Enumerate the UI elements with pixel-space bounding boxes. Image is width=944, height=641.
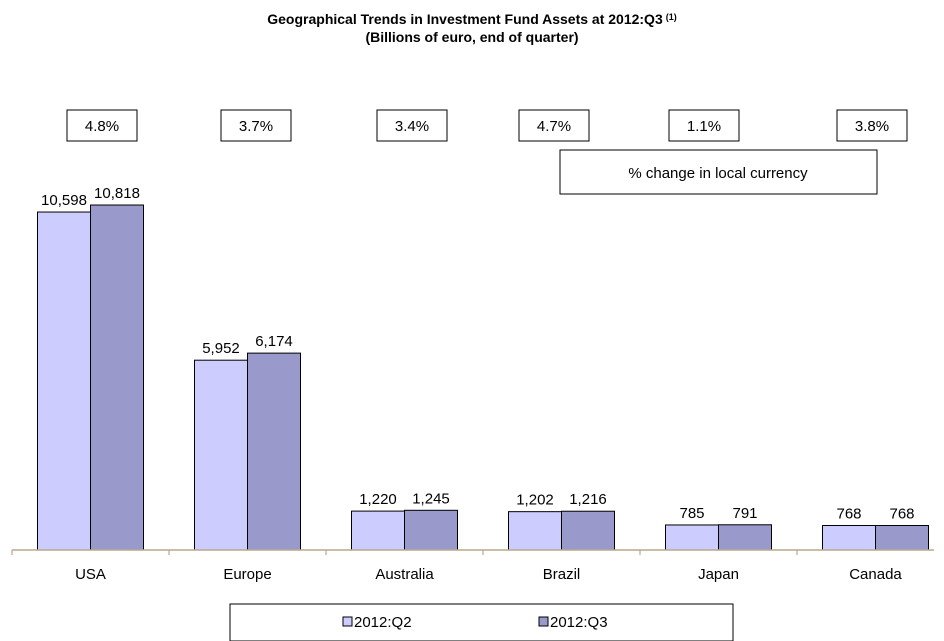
pct-change-layer: 4.8% 3.7% 3.4% 4.7% 1.1% 3.8% bbox=[66, 109, 908, 142]
chart-title-footnote: (1) bbox=[666, 12, 677, 22]
value-label-europe-2012-q2: 5,952 bbox=[202, 340, 240, 357]
value-label-australia-2012-q3: 1,245 bbox=[412, 490, 450, 507]
pct-change-note-box bbox=[559, 149, 878, 195]
legend-swatch-2012-q3 bbox=[538, 616, 549, 627]
value-label-usa-2012-q3: 10,818 bbox=[94, 185, 140, 202]
legend-swatch-2012-q2 bbox=[342, 616, 353, 627]
legend-label-2012-q2: 2012:Q2 bbox=[354, 614, 412, 631]
category-label-brazil: Brazil bbox=[543, 566, 581, 583]
bars-layer bbox=[37, 204, 929, 551]
value-label-europe-2012-q3: 6,174 bbox=[255, 333, 293, 350]
category-label-europe: Europe bbox=[223, 566, 271, 583]
value-label-brazil-2012-q2: 1,202 bbox=[516, 492, 554, 509]
bar-brazil-2012-q2 bbox=[508, 511, 562, 551]
pct-change-note-label: % change in local currency bbox=[628, 165, 808, 182]
pct-change-note: % change in local currency bbox=[559, 149, 878, 195]
category-label-australia: Australia bbox=[375, 566, 434, 583]
pct-change-box-europe bbox=[220, 109, 292, 142]
value-label-australia-2012-q2: 1,220 bbox=[359, 491, 397, 508]
pct-change-box-canada bbox=[836, 109, 908, 142]
value-label-brazil-2012-q3: 1,216 bbox=[569, 491, 607, 508]
bar-australia-2012-q2 bbox=[351, 510, 405, 551]
bar-usa-2012-q3 bbox=[90, 204, 144, 551]
pct-change-japan: 1.1% bbox=[687, 118, 721, 135]
x-axis-ticks bbox=[11, 550, 798, 555]
category-labels-layer: USA Europe Australia Brazil Japan Canada bbox=[75, 566, 902, 583]
pct-change-box-australia bbox=[376, 109, 448, 142]
bar-canada-2012-q2 bbox=[822, 525, 876, 551]
value-label-japan-2012-q2: 785 bbox=[679, 505, 704, 522]
pct-change-box-brazil bbox=[518, 109, 590, 142]
bar-europe-2012-q2 bbox=[194, 359, 248, 551]
category-label-canada: Canada bbox=[849, 566, 902, 583]
value-labels-layer: 10,598 10,818 5,952 6,174 1,220 1,245 1,202 1,2… bbox=[41, 185, 914, 522]
pct-change-canada: 3.8% bbox=[855, 118, 889, 135]
bar-brazil-2012-q3 bbox=[561, 510, 615, 551]
pct-change-europe: 3.7% bbox=[239, 118, 273, 135]
value-label-canada-2012-q3: 768 bbox=[889, 506, 914, 523]
chart-subtitle: (Billions of euro, end of quarter) bbox=[365, 29, 578, 45]
value-label-canada-2012-q2: 768 bbox=[836, 506, 861, 523]
bar-australia-2012-q3 bbox=[404, 509, 458, 551]
legend-label-2012-q3: 2012:Q3 bbox=[550, 614, 608, 631]
bar-japan-2012-q2 bbox=[665, 524, 719, 551]
legend: 2012:Q2 2012:Q3 bbox=[229, 603, 734, 641]
bar-canada-2012-q3 bbox=[875, 525, 929, 551]
bar-usa-2012-q2 bbox=[37, 211, 91, 551]
value-label-usa-2012-q2: 10,598 bbox=[41, 192, 87, 209]
category-label-japan: Japan bbox=[698, 566, 739, 583]
value-label-japan-2012-q3: 791 bbox=[732, 505, 757, 522]
pct-change-box-japan bbox=[668, 109, 740, 142]
pct-change-usa: 4.8% bbox=[85, 118, 119, 135]
bar-japan-2012-q3 bbox=[718, 524, 772, 551]
chart-title: Geographical Trends in Investment Fund A… bbox=[267, 11, 677, 27]
pct-change-box-usa bbox=[66, 109, 138, 142]
bar-europe-2012-q3 bbox=[247, 352, 301, 551]
pct-change-australia: 3.4% bbox=[395, 118, 429, 135]
pct-change-brazil: 4.7% bbox=[537, 118, 571, 135]
legend-box bbox=[229, 603, 734, 641]
category-label-usa: USA bbox=[75, 566, 106, 583]
